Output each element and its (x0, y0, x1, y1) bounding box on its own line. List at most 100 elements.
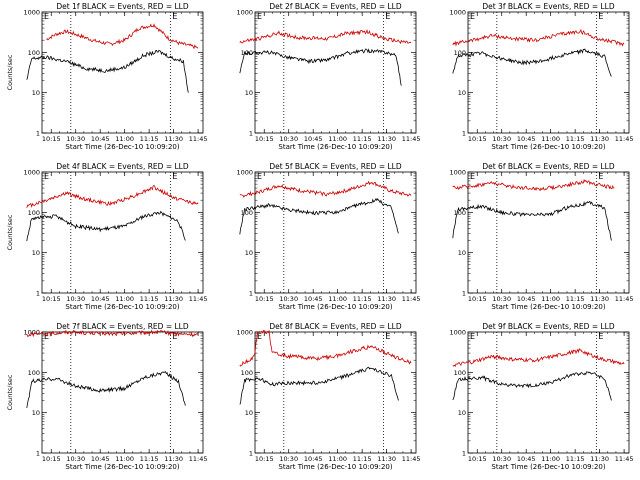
panel-det-1: Det 1f BLACK = Events, RED = LLD 1 10 100 10… (6, 2, 207, 151)
y-tick-label: 10 (32, 249, 40, 257)
x-tick-label: 11:45 (402, 135, 421, 143)
x-tick-label: 11:15 (566, 295, 585, 303)
panel-title: Det 4f BLACK = Events, RED = LLD (56, 162, 189, 171)
y-tick-label: 100 (454, 49, 466, 57)
x-tick-label: 10:15 (468, 295, 487, 303)
y-tick-label: 1 (462, 290, 466, 298)
x-tick-label: 10:30 (66, 455, 85, 463)
x-tick-label: 11:00 (541, 135, 560, 143)
plot-frame (254, 331, 417, 454)
y-tick-label: 10 (245, 89, 253, 97)
y-tick-label: 1000 (449, 329, 466, 337)
event-marker: E (44, 332, 49, 341)
series-events-black (26, 370, 186, 408)
x-axis-label: Start Time (26-Dec-10 10:09:20) (65, 463, 179, 471)
event-marker: E (172, 172, 177, 181)
panel-title: Det 8f BLACK = Events, RED = LLD (269, 322, 402, 331)
x-tick-label: 11:00 (541, 295, 560, 303)
x-tick-label: 10:30 (279, 135, 298, 143)
x-tick-label: 11:00 (328, 455, 347, 463)
x-tick-label: 10:45 (91, 135, 110, 143)
y-tick-label: 10 (458, 249, 466, 257)
x-tick-label: 11:15 (353, 295, 372, 303)
event-marker: E (385, 12, 390, 21)
series-lld-red (239, 29, 412, 45)
x-tick-label: 11:45 (189, 135, 208, 143)
event-marker: E (385, 332, 390, 341)
event-marker: E (385, 172, 390, 181)
x-tick-label: 11:15 (566, 135, 585, 143)
y-tick-label: 100 (454, 369, 466, 377)
event-marker: E (598, 12, 603, 21)
y-tick-label: 1000 (236, 9, 253, 17)
series-events-black (452, 200, 612, 241)
y-tick-label: 1000 (449, 169, 466, 177)
series-events-black (239, 48, 402, 86)
x-tick-label: 10:45 (91, 455, 110, 463)
series-lld-red (452, 28, 625, 47)
x-tick-label: 11:00 (115, 135, 134, 143)
plot-frame (41, 11, 204, 134)
y-axis-label: Counts/sec (6, 214, 14, 250)
x-tick-label: 10:30 (492, 295, 511, 303)
x-axis-label: Start Time (26-Dec-10 10:09:20) (65, 143, 179, 151)
panel-det-7: Det 7f BLACK = Events, RED = LLD 1 10 100 10… (6, 322, 207, 471)
y-tick-label: 100 (241, 49, 253, 57)
x-tick-label: 11:30 (590, 135, 609, 143)
y-tick-label: 1 (462, 130, 466, 138)
series-lld-red (239, 329, 412, 367)
x-tick-label: 11:30 (164, 295, 183, 303)
x-tick-label: 10:30 (492, 135, 511, 143)
panel-title: Det 6f BLACK = Events, RED = LLD (482, 162, 615, 171)
x-tick-label: 11:30 (164, 455, 183, 463)
x-tick-label: 11:30 (590, 455, 609, 463)
panel-title: Det 7f BLACK = Events, RED = LLD (56, 322, 189, 331)
x-axis-label: Start Time (26-Dec-10 10:09:20) (491, 463, 605, 471)
series-lld-red (452, 347, 625, 368)
panel-title: Det 2f BLACK = Events, RED = LLD (269, 2, 402, 11)
x-tick-label: 10:30 (66, 295, 85, 303)
y-tick-label: 1 (249, 450, 253, 458)
y-axis-label: Counts/sec (6, 54, 14, 90)
event-marker: E (44, 12, 49, 21)
x-tick-label: 11:00 (328, 135, 347, 143)
event-marker: E (470, 12, 475, 21)
y-tick-label: 100 (28, 369, 40, 377)
y-tick-label: 1000 (236, 329, 253, 337)
x-tick-label: 10:30 (279, 455, 298, 463)
x-tick-label: 11:15 (353, 455, 372, 463)
panel-title: Det 9f BLACK = Events, RED = LLD (482, 322, 615, 331)
series-lld-red (26, 329, 199, 338)
x-tick-label: 11:45 (615, 455, 634, 463)
x-tick-label: 11:15 (140, 135, 159, 143)
x-tick-label: 10:45 (304, 455, 323, 463)
x-axis-label: Start Time (26-Dec-10 10:09:20) (491, 303, 605, 311)
x-tick-label: 10:15 (42, 135, 61, 143)
x-tick-label: 11:15 (140, 455, 159, 463)
y-tick-label: 10 (32, 89, 40, 97)
y-tick-label: 100 (241, 209, 253, 217)
panel-det-4: Det 4f BLACK = Events, RED = LLD 1 10 100 10… (6, 162, 207, 311)
event-marker: E (470, 172, 475, 181)
event-marker: E (257, 332, 262, 341)
x-tick-label: 11:45 (615, 295, 634, 303)
series-lld-red (26, 185, 199, 209)
x-tick-label: 11:30 (377, 295, 396, 303)
x-axis-label: Start Time (26-Dec-10 10:09:20) (65, 303, 179, 311)
y-tick-label: 10 (245, 249, 253, 257)
plot-frame (467, 11, 630, 134)
x-tick-label: 10:15 (468, 135, 487, 143)
plot-frame (41, 171, 204, 294)
y-tick-label: 1000 (23, 9, 40, 17)
panel-det-5: Det 5f BLACK = Events, RED = LLD 1 10 100 10… (236, 162, 420, 311)
y-tick-label: 1 (249, 290, 253, 298)
series-events-black (239, 366, 399, 405)
x-tick-label: 11:45 (615, 135, 634, 143)
plot-frame (467, 331, 630, 454)
x-tick-label: 10:30 (492, 455, 511, 463)
x-tick-label: 10:15 (255, 455, 274, 463)
y-tick-label: 1000 (23, 169, 40, 177)
x-tick-label: 10:15 (42, 295, 61, 303)
y-tick-label: 100 (454, 209, 466, 217)
